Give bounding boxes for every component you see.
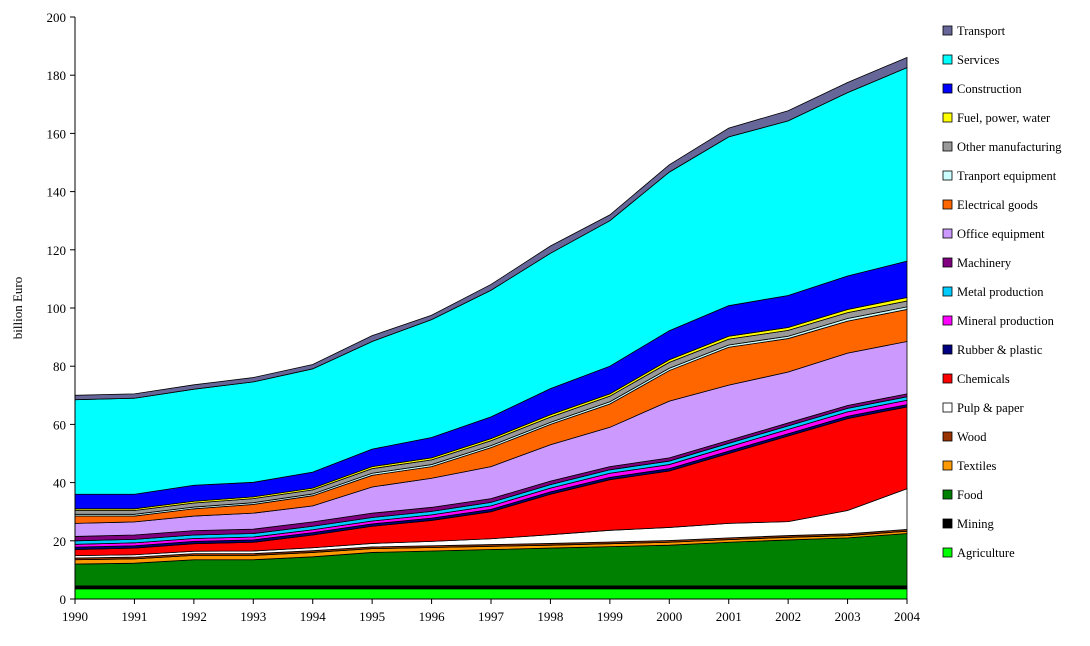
x-tick-label: 1991 [121, 609, 147, 624]
y-tick-label: 60 [53, 417, 66, 432]
x-tick-label: 2003 [835, 609, 861, 624]
x-tick-label: 2002 [775, 609, 801, 624]
legend-label: Electrical goods [957, 198, 1038, 212]
x-tick-label: 2000 [656, 609, 682, 624]
x-tick-label: 1990 [62, 609, 88, 624]
legend-swatch [942, 83, 953, 94]
y-tick-label: 140 [47, 185, 67, 200]
legend-swatch [942, 373, 953, 384]
y-tick-label: 120 [47, 243, 67, 258]
legend-label: Services [957, 53, 999, 67]
legend-swatch [942, 54, 953, 65]
legend-label: Machinery [957, 256, 1012, 270]
y-tick-label: 180 [47, 68, 67, 83]
x-tick-label: 2001 [716, 609, 742, 624]
legend-swatch [942, 257, 953, 268]
x-tick-label: 1992 [181, 609, 207, 624]
x-tick-label: 1994 [300, 609, 327, 624]
legend-swatch [942, 518, 953, 529]
legend-label: Food [957, 488, 983, 502]
area [74, 588, 908, 600]
y-tick-label: 40 [53, 476, 66, 491]
legend-swatch [942, 402, 953, 413]
legend-swatch [942, 431, 953, 442]
y-tick-label: 80 [53, 359, 66, 374]
legend-swatch [942, 547, 953, 558]
legend-swatch [942, 315, 953, 326]
legend-swatch [942, 25, 953, 36]
y-axis-label: billion Euro [10, 277, 25, 339]
legend-label: Fuel, power, water [957, 111, 1051, 125]
x-tick-label: 1999 [597, 609, 623, 624]
legend-swatch [942, 112, 953, 123]
area [74, 585, 908, 590]
legend-swatch [942, 141, 953, 152]
legend-label: Pulp & paper [957, 401, 1024, 415]
y-tick-label: 100 [47, 301, 67, 316]
legend-label: Agriculture [957, 546, 1015, 560]
x-tick-label: 1998 [537, 609, 563, 624]
legend-label: Transport [957, 24, 1006, 38]
legend-swatch [942, 228, 953, 239]
legend-label: Textiles [957, 459, 997, 473]
legend-swatch [942, 199, 953, 210]
x-tick-label: 1995 [359, 609, 385, 624]
y-tick-label: 0 [60, 592, 67, 607]
y-tick-label: 20 [53, 534, 66, 549]
legend-label: Mining [957, 517, 995, 531]
x-tick-label: 1997 [478, 609, 505, 624]
legend-label: Chemicals [957, 372, 1010, 386]
legend-label: Wood [957, 430, 987, 444]
area [74, 56, 908, 401]
x-tick-label: 1993 [240, 609, 266, 624]
legend-label: Tranport equipment [957, 169, 1057, 183]
legend-label: Metal production [957, 285, 1044, 299]
legend-label: Mineral production [957, 314, 1055, 328]
y-tick-label: 160 [47, 126, 67, 141]
legend-swatch [942, 489, 953, 500]
legend-label: Other manufacturing [957, 140, 1062, 154]
legend-swatch [942, 170, 953, 181]
legend-label: Construction [957, 82, 1022, 96]
y-tick-label: 200 [47, 10, 67, 25]
legend-swatch [942, 286, 953, 297]
legend-swatch [942, 460, 953, 471]
legend-label: Rubber & plastic [957, 343, 1043, 357]
x-tick-label: 1996 [419, 609, 446, 624]
x-tick-label: 2004 [894, 609, 921, 624]
legend-swatch [942, 344, 953, 355]
legend-label: Office equipment [957, 227, 1045, 241]
